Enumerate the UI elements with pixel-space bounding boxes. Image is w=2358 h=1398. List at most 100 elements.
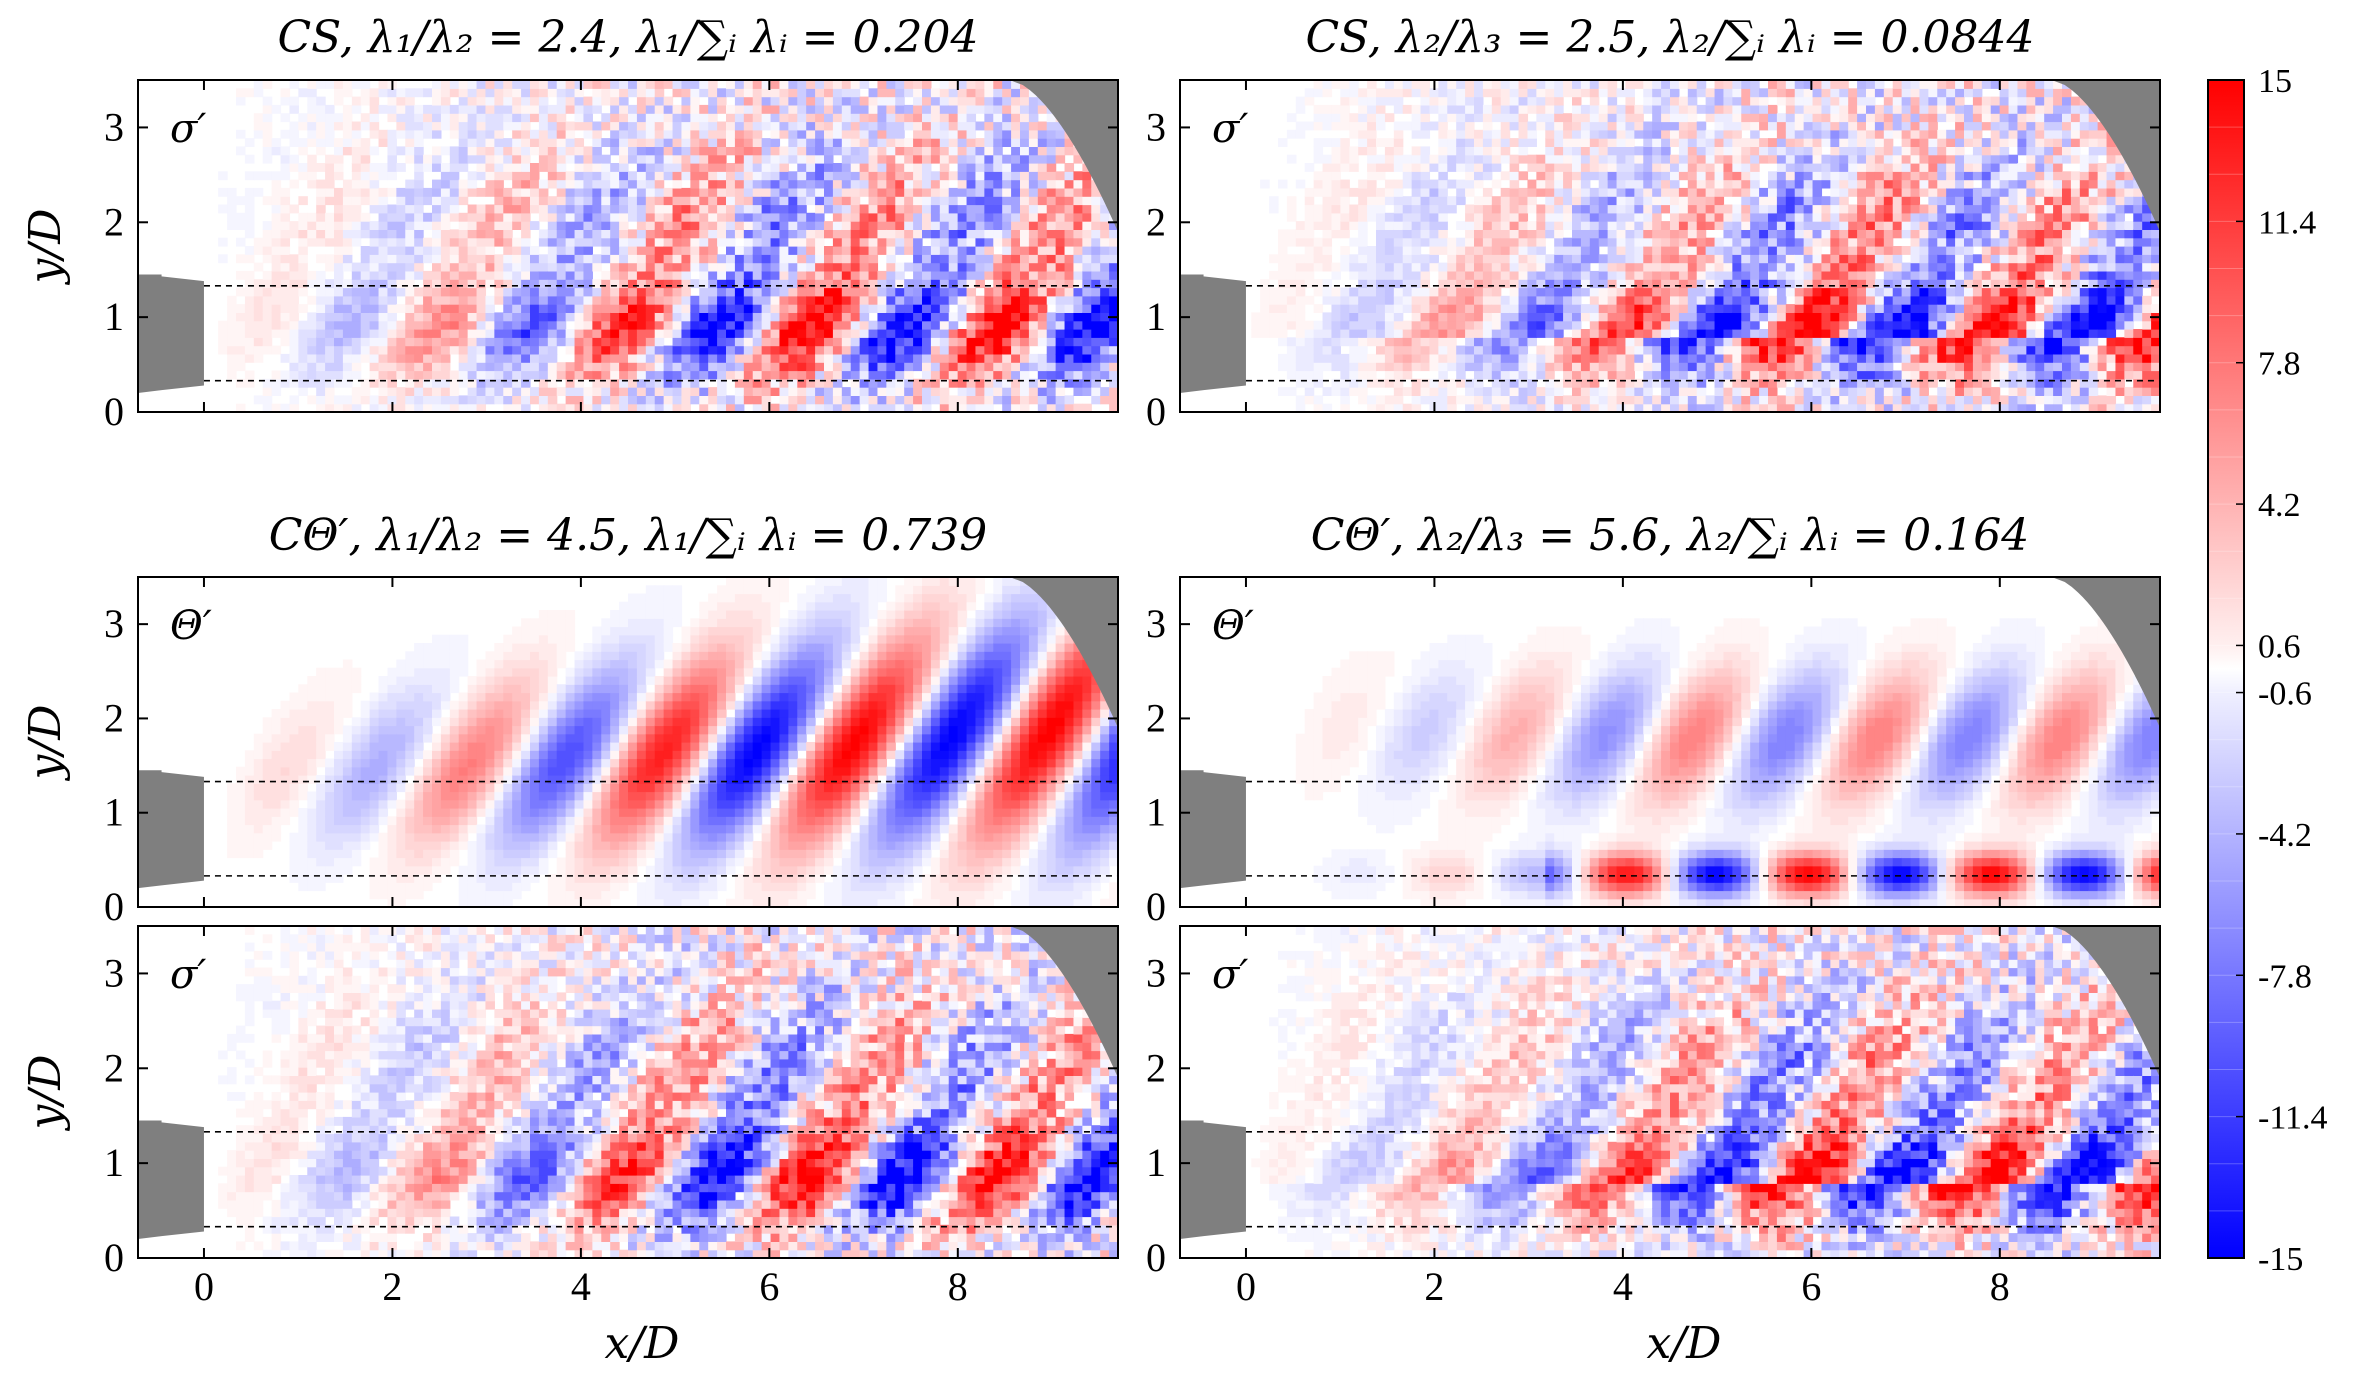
heatmap-cell xyxy=(1572,179,1582,189)
heatmap-cell xyxy=(1438,179,1448,189)
heatmap-cell xyxy=(1500,237,1511,247)
heatmap-cell xyxy=(1055,237,1066,247)
heatmap-cell xyxy=(583,320,593,330)
heatmap-cell xyxy=(1465,337,1475,347)
heatmap-cell xyxy=(1028,295,1039,305)
heatmap-cell xyxy=(948,229,959,239)
heatmap-cell xyxy=(1465,312,1475,322)
heatmap-cell xyxy=(628,104,638,114)
heatmap-cell xyxy=(1037,403,1048,413)
heatmap-cell xyxy=(1358,395,1368,405)
heatmap-cell xyxy=(1278,270,1288,280)
heatmap-cell xyxy=(601,196,611,206)
heatmap-cell xyxy=(512,345,522,355)
heatmap-cell xyxy=(1447,88,1457,98)
heatmap-cell xyxy=(1500,353,1511,363)
heatmap-cell xyxy=(1064,378,1075,388)
heatmap-cell xyxy=(307,104,317,114)
heatmap-cell xyxy=(1456,154,1466,164)
heatmap-cell xyxy=(1545,312,1555,322)
heatmap-cell xyxy=(1402,237,1413,247)
heatmap-cell xyxy=(939,329,950,338)
heatmap-cell xyxy=(663,229,674,239)
heatmap-cell xyxy=(1082,254,1092,264)
heatmap-cell xyxy=(1465,212,1475,222)
heatmap-cell xyxy=(351,304,362,313)
heatmap-cell xyxy=(574,138,585,147)
heatmap-cell xyxy=(218,254,228,264)
heatmap-cell xyxy=(334,262,344,272)
heatmap-cell xyxy=(1384,362,1395,372)
heatmap-cell xyxy=(565,88,576,98)
heatmap-cell xyxy=(1002,304,1012,313)
heatmap-cell xyxy=(868,146,879,156)
heatmap-cell xyxy=(334,187,344,197)
heatmap-cell xyxy=(1598,254,1609,264)
heatmap-cell xyxy=(645,163,656,172)
heatmap-cell xyxy=(1100,204,1110,214)
heatmap-cell xyxy=(1376,362,1386,372)
heatmap-cell xyxy=(1064,345,1075,355)
heatmap-cell xyxy=(699,378,709,388)
heatmap-cell xyxy=(1589,287,1600,297)
heatmap-cell xyxy=(583,387,593,396)
heatmap-cell xyxy=(815,370,825,380)
heatmap-cell xyxy=(1518,129,1529,139)
heatmap-cell xyxy=(922,171,932,181)
heatmap-cell xyxy=(1572,237,1582,247)
heatmap-cell xyxy=(797,80,807,89)
heatmap-cell xyxy=(1037,262,1048,272)
heatmap-cell xyxy=(761,337,772,347)
heatmap-cell xyxy=(832,362,843,372)
heatmap-cell xyxy=(1527,179,1537,189)
heatmap-cell xyxy=(512,395,522,405)
heatmap-cell xyxy=(1572,353,1582,363)
heatmap-cell xyxy=(1482,138,1493,147)
heatmap-cell xyxy=(494,320,504,330)
heatmap-cell xyxy=(1572,387,1582,396)
heatmap-cell xyxy=(1589,337,1600,347)
heatmap-cell xyxy=(1518,337,1529,347)
heatmap-cell xyxy=(1563,113,1573,123)
heatmap-cell xyxy=(440,337,451,347)
heatmap-cell xyxy=(1572,154,1582,164)
heatmap-cell xyxy=(396,229,406,239)
heatmap-cell xyxy=(530,279,540,289)
heatmap-cell xyxy=(699,395,709,405)
heatmap-cell xyxy=(521,345,531,355)
heatmap-cell xyxy=(556,337,567,347)
heatmap-cell xyxy=(895,353,905,363)
heatmap-cell xyxy=(1393,146,1404,156)
heatmap-cell xyxy=(476,204,487,214)
heatmap-cell xyxy=(405,187,415,197)
heatmap-cell xyxy=(538,129,549,139)
heatmap-cell xyxy=(1278,229,1288,239)
heatmap-cell xyxy=(966,378,977,388)
heatmap-cell xyxy=(449,187,460,197)
heatmap-cell xyxy=(1580,187,1591,197)
heatmap-cell xyxy=(262,246,273,255)
heatmap-cell xyxy=(761,96,772,106)
heatmap-cell xyxy=(458,262,469,272)
heatmap-cell xyxy=(253,262,264,272)
heatmap-cell xyxy=(1055,196,1066,206)
heatmap-cell xyxy=(850,403,861,413)
heatmap-cell xyxy=(601,387,611,396)
heatmap-cell xyxy=(494,337,504,347)
heatmap-cell xyxy=(378,187,389,197)
heatmap-cell xyxy=(913,229,923,239)
heatmap-cell xyxy=(1580,196,1591,206)
heatmap-cell xyxy=(1313,353,1324,363)
heatmap-cell xyxy=(663,362,674,372)
heatmap-cell xyxy=(1491,138,1502,147)
heatmap-cell xyxy=(1313,113,1324,123)
heatmap-cell xyxy=(930,387,941,396)
heatmap-cell xyxy=(307,295,317,305)
heatmap-cell xyxy=(1429,287,1439,297)
heatmap-cell xyxy=(895,204,905,214)
heatmap-cell xyxy=(521,88,531,98)
heatmap-cell xyxy=(1020,146,1030,156)
heatmap-cell xyxy=(1091,229,1101,239)
heatmap-cell xyxy=(1028,362,1039,372)
heatmap-cell xyxy=(1572,270,1582,280)
